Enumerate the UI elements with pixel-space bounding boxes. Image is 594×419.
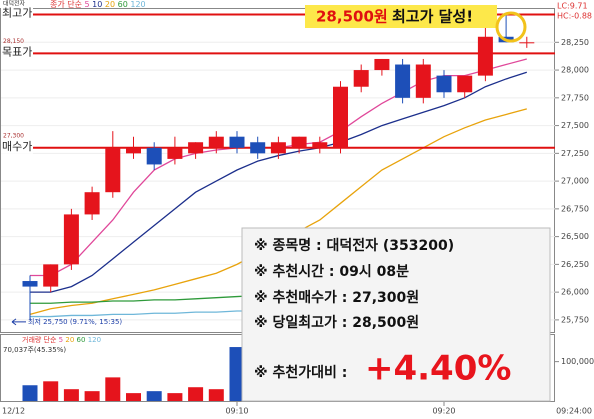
- candle-body: [250, 142, 266, 154]
- legend-entry: 5: [85, 0, 90, 9]
- legend-entry: 10: [92, 0, 102, 9]
- candle-body: [105, 147, 121, 193]
- volume-bar: [63, 389, 79, 401]
- candle-body: [229, 136, 245, 148]
- info-gain-label: ※ 추천가대비 :: [254, 365, 347, 381]
- banner-box: [305, 5, 497, 28]
- legend-entry: 20: [105, 0, 115, 9]
- legend-entry: 120: [88, 336, 101, 344]
- volume-bar: [208, 389, 224, 401]
- x-tick-label: 09:10: [225, 407, 248, 416]
- candle-body: [208, 136, 224, 148]
- corner-label: HC:-0.88: [557, 12, 592, 21]
- legend: 종가 단순 5 10 20 60 120: [50, 0, 146, 9]
- candle-body: [436, 75, 452, 93]
- banner-text: 최고가 달성!: [392, 8, 473, 26]
- volume-bar: [146, 391, 162, 401]
- info-row: ※ 추천시간 : 09시 08분: [254, 263, 409, 280]
- y-tick-label: 27,250: [561, 149, 589, 158]
- volume-bar: [22, 385, 38, 401]
- info-row: ※ 추천매수가 : 27,300원: [254, 290, 419, 306]
- cursor-time: 09:24:00: [556, 407, 592, 416]
- info-gain: +4.40%: [365, 349, 511, 389]
- candle-body: [270, 142, 286, 154]
- candle-body: [84, 192, 100, 215]
- stock-label: 대덕전자: [3, 0, 26, 8]
- candle-body: [374, 58, 390, 71]
- volume-bar: [126, 393, 141, 401]
- legend-entry: 60: [118, 0, 128, 9]
- info-row: ※ 당일최고가 : 28,500원: [254, 314, 419, 331]
- volume-bar: [84, 391, 100, 401]
- legend: 거래량 단순 5 20 60 120: [22, 335, 101, 344]
- candle-body: [519, 42, 535, 44]
- label-bg: [1, 139, 33, 154]
- legend-entry: 60: [77, 336, 86, 344]
- candle-body: [477, 36, 493, 76]
- candle-body: [333, 86, 348, 148]
- candle-body: [395, 64, 411, 98]
- candle-body: [415, 64, 431, 98]
- candle-body: [43, 264, 59, 287]
- reference-value: 27,300: [3, 132, 24, 139]
- volume-bar: [105, 377, 121, 401]
- candle-body: [291, 136, 307, 148]
- candle-body: [146, 147, 162, 165]
- reference-value: 28,150: [3, 38, 24, 45]
- y-tick-label: 25,750: [561, 315, 589, 324]
- y-tick-label: 26,500: [561, 232, 589, 241]
- candle-body: [63, 214, 79, 265]
- y-tick-label: 26,750: [561, 204, 589, 213]
- volume-bar: [229, 347, 245, 401]
- reference-label: 매수가: [2, 140, 32, 153]
- highlight-circle: [495, 11, 527, 43]
- volume-bar: [43, 381, 59, 401]
- y-tick-label: 28,250: [561, 38, 589, 47]
- candle-body: [353, 70, 369, 87]
- legend-entry: 120: [130, 0, 145, 9]
- date-label: 12/12: [2, 407, 25, 416]
- legend-entry: 거래량 단순: [22, 335, 57, 344]
- low-annotation: 최저 25,750 (9.71%, 15:35): [28, 317, 122, 326]
- candle-body: [457, 75, 473, 93]
- label-bg: [1, 6, 33, 21]
- y-tick-label: 27,750: [561, 93, 589, 102]
- candle-body: [22, 281, 38, 287]
- y-tick-label: 27,500: [561, 121, 589, 130]
- legend-entry: 5: [59, 336, 63, 344]
- banner-price: 28,500원: [316, 8, 388, 26]
- candle-body: [167, 147, 183, 159]
- y-tick-label: 100,000: [561, 357, 594, 366]
- y-tick-label: 27,000: [561, 177, 589, 186]
- volume-current: 70,037주(45.35%): [3, 346, 66, 354]
- candle-body: [188, 142, 204, 154]
- candle-body: [126, 147, 141, 154]
- volume-bar: [188, 387, 204, 401]
- y-tick-label: 26,000: [561, 288, 589, 297]
- x-tick-label: 09:20: [432, 407, 455, 416]
- corner-label: LC:9.71: [557, 2, 588, 11]
- label-bg: [1, 45, 33, 60]
- y-tick-label: 28,000: [561, 66, 589, 75]
- volume-bar: [167, 393, 183, 401]
- reference-label: 목표가: [2, 45, 32, 58]
- reference-label: 최고가: [2, 7, 32, 20]
- legend-entry: 종가 단순: [50, 0, 82, 9]
- candle-body: [312, 142, 328, 148]
- overlay: 28,500원 최고가 달성! ※ 종목명 : 대덕전자 (353200) ※ …: [241, 5, 551, 402]
- info-box: [241, 227, 551, 402]
- y-tick-label: 26,250: [561, 260, 589, 269]
- legend-entry: 20: [65, 336, 74, 344]
- info-row: ※ 종목명 : 대덕전자 (353200): [254, 237, 454, 254]
- low-arrow: [11, 318, 26, 326]
